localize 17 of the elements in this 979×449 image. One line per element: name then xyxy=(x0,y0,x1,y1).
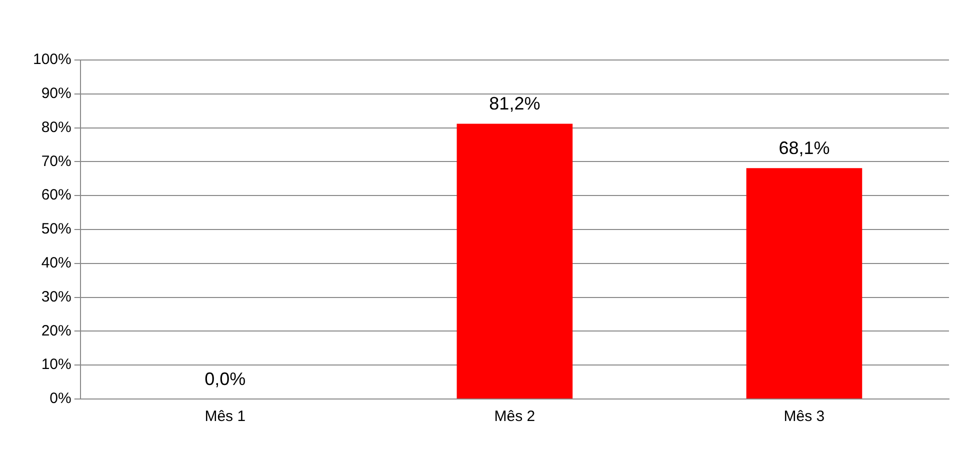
y-tick-label: 100% xyxy=(32,51,72,68)
x-tick-label: Mês 3 xyxy=(784,408,825,426)
data-label: 81,2% xyxy=(489,94,540,114)
data-label: 68,1% xyxy=(778,138,830,158)
y-tick-label: 50% xyxy=(41,220,72,238)
y-tick-label: 60% xyxy=(41,186,72,204)
y-tick-label: 10% xyxy=(41,356,72,374)
y-tick-label: 80% xyxy=(41,118,72,136)
y-tick-label: 0% xyxy=(50,390,72,408)
y-tick-label: 30% xyxy=(41,288,72,306)
x-tick-label: Mês 2 xyxy=(494,408,536,426)
y-tick-label: 20% xyxy=(41,322,72,340)
y-tick-label: 70% xyxy=(41,152,72,170)
y-tick-label: 40% xyxy=(41,254,72,272)
data-label: 0,0% xyxy=(204,368,246,389)
x-tick-label: Mês 1 xyxy=(204,408,246,426)
y-tick-label: 90% xyxy=(41,85,72,102)
